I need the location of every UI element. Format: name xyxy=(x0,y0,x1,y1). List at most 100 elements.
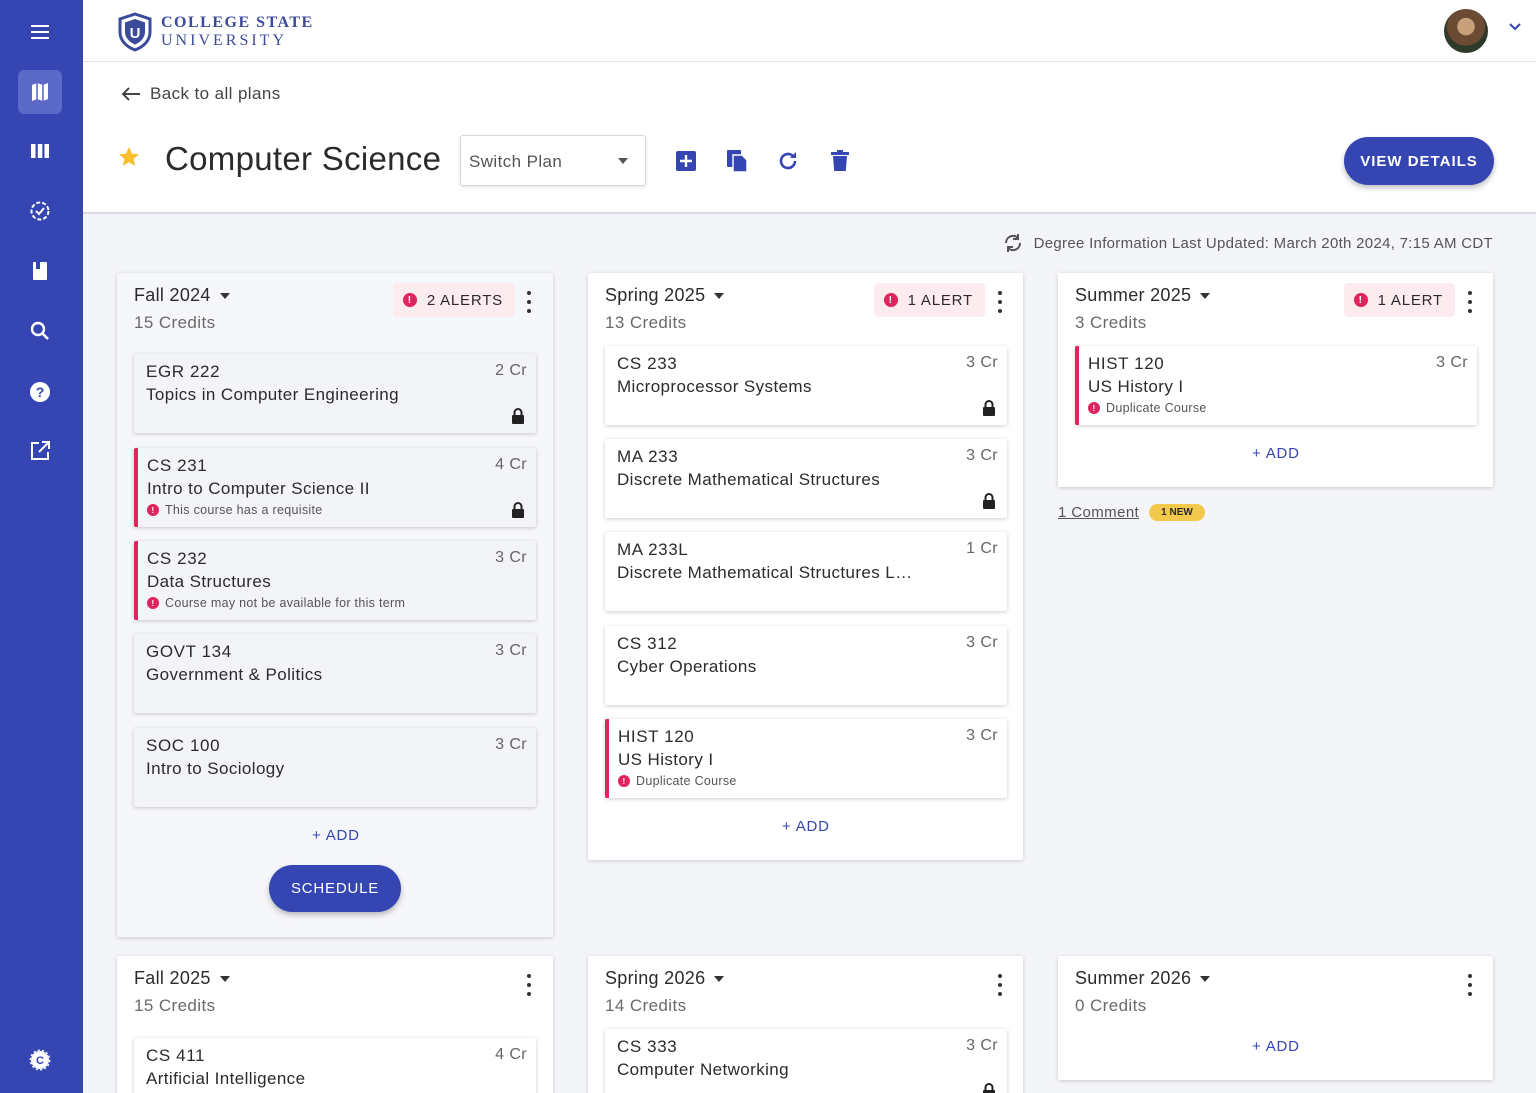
back-link[interactable]: Back to all plans xyxy=(120,84,281,104)
course-code: EGR 222 xyxy=(146,362,221,381)
switch-plan-select[interactable]: Switch Plan xyxy=(460,135,646,186)
copy-icon[interactable] xyxy=(724,148,750,174)
term-card-summer-2025: Summer 2025 3 Credits ! 1 ALERT HIST 120 … xyxy=(1058,273,1493,487)
course-alert-note: ! This course has a requisite xyxy=(147,503,322,517)
star-icon[interactable] xyxy=(117,145,141,169)
more-menu-icon[interactable] xyxy=(1466,291,1474,313)
course-card[interactable]: CS 333 Computer Networking 3 Cr xyxy=(605,1029,1007,1093)
course-code: CS 231 xyxy=(147,456,208,475)
course-card[interactable]: SOC 100 Intro to Sociology 3 Cr xyxy=(134,728,536,807)
more-menu-icon[interactable] xyxy=(996,291,1004,313)
add-course-link[interactable]: + ADD xyxy=(312,827,360,844)
chevron-down-icon[interactable] xyxy=(1508,22,1522,32)
more-menu-icon[interactable] xyxy=(525,974,533,996)
course-card[interactable]: HIST 120 US History I 3 Cr ! Duplicate Co… xyxy=(1075,346,1477,425)
course-name: US History I xyxy=(1088,377,1184,396)
sidebar: ? C xyxy=(0,0,83,1093)
alerts-badge[interactable]: ! 1 ALERT xyxy=(1343,283,1455,317)
course-name: Data Structures xyxy=(147,572,272,591)
book-icon[interactable] xyxy=(18,249,62,293)
arrow-left-icon xyxy=(121,87,140,101)
caret-down-icon xyxy=(714,975,725,982)
add-plan-icon[interactable] xyxy=(673,148,699,174)
map-icon[interactable] xyxy=(18,70,62,114)
check-circle-icon[interactable] xyxy=(18,189,62,233)
course-credits: 4 Cr xyxy=(495,1046,527,1063)
menu-icon[interactable] xyxy=(18,10,62,54)
comment-row: 1 Comment 1 NEW xyxy=(1058,504,1205,521)
more-menu-icon[interactable] xyxy=(525,291,533,313)
course-alert-note: ! Duplicate Course xyxy=(618,774,737,788)
schedule-button[interactable]: SCHEDULE xyxy=(269,865,401,912)
course-card[interactable]: CS 312 Cyber Operations 3 Cr xyxy=(605,626,1007,705)
course-card[interactable]: EGR 222 Topics in Computer Engineering 2… xyxy=(134,354,536,433)
course-alert-note: ! Duplicate Course xyxy=(1088,401,1207,415)
course-code: MA 233 xyxy=(617,447,679,466)
course-card[interactable]: CS 233 Microprocessor Systems 3 Cr xyxy=(605,346,1007,425)
course-name: Topics in Computer Engineering xyxy=(146,385,399,404)
add-course-link[interactable]: + ADD xyxy=(1252,445,1300,462)
help-icon[interactable]: ? xyxy=(18,370,62,414)
term-title[interactable]: Fall 2024 xyxy=(134,285,231,306)
course-card[interactable]: GOVT 134 Government & Politics 3 Cr xyxy=(134,634,536,713)
course-credits: 3 Cr xyxy=(495,549,527,566)
term-title[interactable]: Spring 2026 xyxy=(605,968,725,989)
course-code: SOC 100 xyxy=(146,736,221,755)
term-credits: 15 Credits xyxy=(134,313,216,332)
svg-text:C: C xyxy=(36,1055,44,1067)
lock-icon xyxy=(512,502,524,518)
course-code: MA 233L xyxy=(617,540,689,559)
delete-icon[interactable] xyxy=(827,148,853,174)
term-card-fall-2025: Fall 2025 15 Credits CS 411 Artificial I… xyxy=(117,956,553,1093)
alert-icon: ! xyxy=(402,293,417,307)
term-credits: 14 Credits xyxy=(605,996,687,1015)
lock-icon xyxy=(512,408,524,424)
lock-icon xyxy=(983,400,995,416)
term-title[interactable]: Spring 2025 xyxy=(605,285,725,306)
term-credits: 15 Credits xyxy=(134,996,216,1015)
external-link-icon[interactable] xyxy=(18,429,62,473)
svg-text:?: ? xyxy=(36,384,45,400)
refresh-icon[interactable] xyxy=(775,148,801,174)
university-logo[interactable]: U COLLEGE STATE UNIVERSITY xyxy=(117,12,314,52)
comments-link[interactable]: 1 Comment xyxy=(1058,504,1140,521)
search-icon[interactable] xyxy=(18,309,62,353)
course-card[interactable]: HIST 120 US History I 3 Cr ! Duplicate Co… xyxy=(605,719,1007,798)
term-card-fall-2024: Fall 2024 15 Credits ! 2 ALERTS EGR 222 T… xyxy=(117,273,553,937)
caret-down-icon xyxy=(1200,975,1211,982)
course-credits: 3 Cr xyxy=(966,447,998,464)
course-name: Microprocessor Systems xyxy=(617,377,812,396)
course-code: CS 333 xyxy=(617,1037,678,1056)
term-title[interactable]: Summer 2025 xyxy=(1075,285,1211,306)
settings-logo-icon[interactable]: C xyxy=(18,1038,62,1082)
avatar[interactable] xyxy=(1444,9,1488,53)
course-code: HIST 120 xyxy=(618,727,695,746)
add-course-link[interactable]: + ADD xyxy=(1252,1038,1300,1055)
course-card[interactable]: MA 233 Discrete Mathematical Structures … xyxy=(605,439,1007,518)
course-name: Cyber Operations xyxy=(617,657,757,676)
more-menu-icon[interactable] xyxy=(1466,974,1474,996)
course-card[interactable]: CS 231 Intro to Computer Science II 4 Cr… xyxy=(134,448,536,527)
caret-down-icon xyxy=(714,292,725,299)
alerts-badge[interactable]: ! 2 ALERTS xyxy=(392,283,515,317)
term-title[interactable]: Fall 2025 xyxy=(134,968,231,989)
course-card[interactable]: CS 232 Data Structures 3 Cr ! Course may … xyxy=(134,541,536,620)
alerts-badge[interactable]: ! 1 ALERT xyxy=(873,283,985,317)
columns-icon[interactable] xyxy=(18,129,62,173)
course-name: Discrete Mathematical Structures L… xyxy=(617,563,913,582)
add-course-link[interactable]: + ADD xyxy=(782,818,830,835)
term-title[interactable]: Summer 2026 xyxy=(1075,968,1211,989)
course-card[interactable]: MA 233L Discrete Mathematical Structures… xyxy=(605,532,1007,611)
course-name: Computer Networking xyxy=(617,1060,789,1079)
course-code: CS 411 xyxy=(146,1046,206,1065)
course-name: Artificial Intelligence xyxy=(146,1069,306,1088)
course-name: Government & Politics xyxy=(146,665,323,684)
course-credits: 3 Cr xyxy=(966,634,998,651)
alert-icon: ! xyxy=(1088,402,1100,414)
course-name: Intro to Computer Science II xyxy=(147,479,370,498)
course-code: CS 233 xyxy=(617,354,678,373)
more-menu-icon[interactable] xyxy=(996,974,1004,996)
switch-plan-placeholder: Switch Plan xyxy=(469,152,563,171)
view-details-button[interactable]: VIEW DETAILS xyxy=(1344,137,1494,185)
course-card[interactable]: CS 411 Artificial Intelligence 4 Cr xyxy=(134,1038,536,1093)
